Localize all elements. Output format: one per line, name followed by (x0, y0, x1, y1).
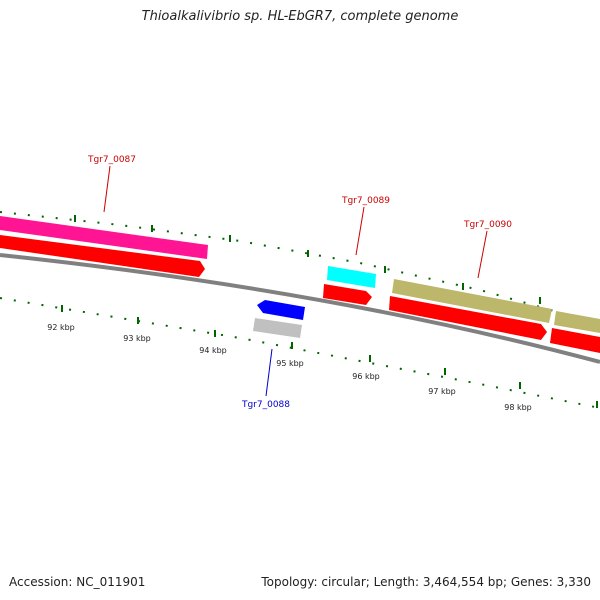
gene-label-0089[interactable]: Tgr7_0089 (341, 196, 390, 206)
gene-label-0088[interactable]: Tgr7_0088 (241, 400, 290, 410)
gene-label-0087[interactable]: Tgr7_0087 (87, 155, 136, 165)
scale-label-95: 95 kbp (276, 359, 304, 368)
gene-0089-feature (327, 266, 376, 288)
gene-0087-cds (0, 235, 205, 277)
genome-backbone (0, 253, 600, 364)
next-gene-feature (554, 311, 600, 333)
next-gene-cds (550, 328, 600, 353)
genome-summary: Topology: circular; Length: 3,464,554 bp… (261, 575, 591, 589)
gene-0089-cds (323, 284, 372, 305)
gene-0088-arrow (257, 300, 305, 320)
scale-label-92: 92 kbp (47, 323, 75, 332)
gene-0090-feature (392, 279, 552, 323)
leader-0088 (265, 348, 273, 397)
accession-label: Accession: NC_011901 (9, 575, 146, 589)
map-title: Thioalkalivibrio sp. HL-EbGR7, complete … (141, 9, 459, 24)
gene-label-0090[interactable]: Tgr7_0090 (463, 220, 512, 230)
scale-label-97: 97 kbp (428, 387, 456, 396)
scale-label-93: 93 kbp (123, 334, 151, 343)
leader-0090 (477, 230, 488, 279)
gene-0088-bar (253, 318, 302, 338)
gene-0090-cds (389, 296, 547, 340)
gene-0087-feature (0, 216, 208, 259)
leader-0089 (355, 206, 365, 256)
scale-label-94: 94 kbp (199, 346, 227, 355)
leader-0087 (103, 165, 111, 213)
scale-label-98: 98 kbp (504, 403, 532, 412)
scale-label-96: 96 kbp (352, 372, 380, 381)
major-ticks (61, 215, 598, 408)
